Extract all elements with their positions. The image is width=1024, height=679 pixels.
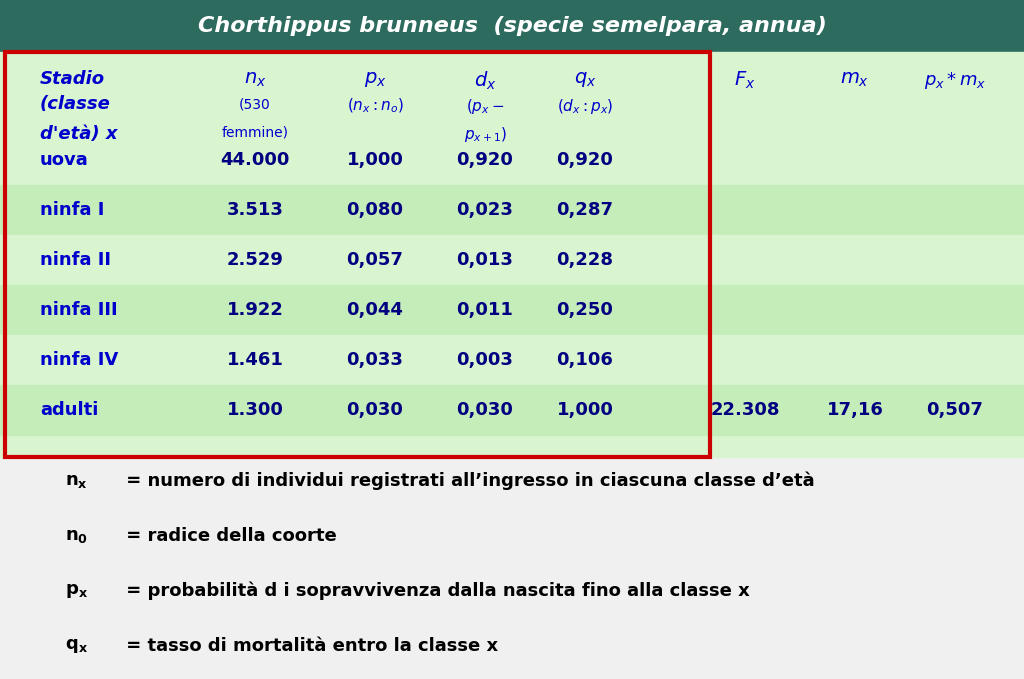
Text: uova: uova: [40, 151, 89, 169]
Text: 0,920: 0,920: [557, 151, 613, 169]
Text: $d_x$: $d_x$: [474, 70, 497, 92]
Text: $(d_x{:}p_x)$: $(d_x{:}p_x)$: [557, 97, 613, 116]
Text: 0,920: 0,920: [457, 151, 513, 169]
Text: 1.922: 1.922: [226, 301, 284, 319]
Text: $p_{x+1})$: $p_{x+1})$: [464, 125, 507, 144]
Bar: [0, 335, 1024, 385]
Text: 0,250: 0,250: [557, 301, 613, 319]
Bar: [0, 385, 1024, 435]
Text: $p_x$: $p_x$: [364, 70, 386, 89]
Text: 1,000: 1,000: [557, 401, 613, 419]
Text: $q_x$: $q_x$: [573, 70, 596, 89]
Text: $\mathbf{n_x}$: $\mathbf{n_x}$: [65, 472, 88, 490]
Text: 0,030: 0,030: [457, 401, 513, 419]
Text: $(n_x{:}n_o)$: $(n_x{:}n_o)$: [347, 97, 403, 115]
Text: 44.000: 44.000: [220, 151, 290, 169]
Text: femmine): femmine): [221, 125, 289, 139]
Text: $F_x$: $F_x$: [734, 70, 756, 91]
Text: 0,044: 0,044: [346, 301, 403, 319]
Text: 1.461: 1.461: [226, 351, 284, 369]
Bar: [0, 235, 1024, 285]
Text: Chorthippus brunneus  (specie semelpara, annua): Chorthippus brunneus (specie semelpara, …: [198, 16, 826, 36]
Bar: [0, 135, 1024, 185]
Text: 0,507: 0,507: [927, 401, 983, 419]
Text: = tasso di mortalità entro la classe x: = tasso di mortalità entro la classe x: [120, 637, 498, 655]
Bar: [0, 52, 1024, 457]
Text: 0,003: 0,003: [457, 351, 513, 369]
Text: (530: (530: [240, 97, 271, 111]
Text: 3.513: 3.513: [226, 201, 284, 219]
Text: ninfa II: ninfa II: [40, 251, 111, 269]
Text: ninfa III: ninfa III: [40, 301, 118, 319]
Text: 22.308: 22.308: [711, 401, 779, 419]
Text: 17,16: 17,16: [826, 401, 884, 419]
Text: ninfa I: ninfa I: [40, 201, 104, 219]
Text: 2.529: 2.529: [226, 251, 284, 269]
Text: 1.300: 1.300: [226, 401, 284, 419]
Text: 0,013: 0,013: [457, 251, 513, 269]
Text: = radice della coorte: = radice della coorte: [120, 527, 337, 545]
Text: $(p_x-$: $(p_x-$: [466, 97, 504, 116]
Text: $m_x$: $m_x$: [841, 70, 869, 89]
Bar: [0, 185, 1024, 235]
Text: 0,228: 0,228: [556, 251, 613, 269]
Text: 0,030: 0,030: [346, 401, 403, 419]
Text: 0,287: 0,287: [556, 201, 613, 219]
Text: ninfa IV: ninfa IV: [40, 351, 118, 369]
Text: = numero di individui registrati all’ingresso in ciascuna classe d’età: = numero di individui registrati all’ing…: [120, 472, 815, 490]
Text: 0,023: 0,023: [457, 201, 513, 219]
Text: $\mathbf{p_x}$: $\mathbf{p_x}$: [65, 582, 88, 600]
Text: adulti: adulti: [40, 401, 98, 419]
Text: $p_x*m_x$: $p_x*m_x$: [924, 70, 986, 91]
Bar: [0, 0, 1024, 52]
Text: 0,080: 0,080: [346, 201, 403, 219]
Text: Stadio: Stadio: [40, 70, 105, 88]
Text: $\mathbf{n_0}$: $\mathbf{n_0}$: [65, 527, 88, 545]
Text: 0,057: 0,057: [346, 251, 403, 269]
Bar: [5, 52, 710, 457]
Text: $n_x$: $n_x$: [244, 70, 266, 89]
Bar: [0, 285, 1024, 335]
Text: $\mathbf{q_x}$: $\mathbf{q_x}$: [65, 637, 88, 655]
Text: d'età) x: d'età) x: [40, 125, 118, 143]
Text: (classe: (classe: [40, 95, 111, 113]
Text: 0,011: 0,011: [457, 301, 513, 319]
Text: = probabilità d i sopravvivenza dalla nascita fino alla classe x: = probabilità d i sopravvivenza dalla na…: [120, 582, 750, 600]
Text: 0,033: 0,033: [346, 351, 403, 369]
Text: 1,000: 1,000: [346, 151, 403, 169]
Text: 0,106: 0,106: [557, 351, 613, 369]
